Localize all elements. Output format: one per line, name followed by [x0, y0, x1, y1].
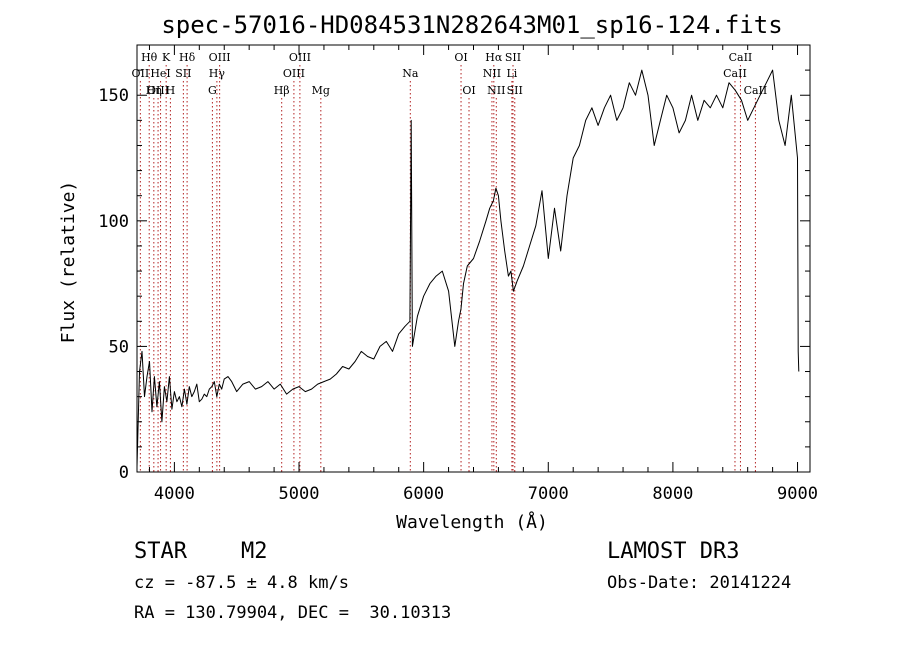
spectrum-series — [136, 69, 800, 468]
spectral-line-label: CaII — [723, 67, 747, 80]
spectral-line-label: HeI — [150, 67, 170, 80]
y-tick-label: 100 — [98, 212, 129, 232]
spectral-line-label: Hα — [485, 51, 503, 64]
y-tick-label: 50 — [109, 337, 129, 357]
spectral-line-label: CaII — [744, 84, 768, 97]
spectral-line-label: Hθ — [141, 51, 158, 64]
spectral-line-label: SII — [505, 51, 521, 64]
x-axis-label: Wavelength (Å) — [396, 511, 548, 533]
x-tick-label: 8000 — [652, 484, 693, 504]
spectral-line-label: NII — [487, 84, 505, 97]
spectral-line-label: CaII — [729, 51, 753, 64]
spectral-line-label: NII — [483, 67, 501, 80]
chart-title: spec-57016-HD084531N282643M01_sp16-124.f… — [161, 11, 782, 39]
object-subclass: M2 — [241, 539, 268, 564]
x-tick-label: 7000 — [528, 484, 569, 504]
spectral-line-label: OIII — [147, 84, 169, 97]
spectral-line-label: SII — [175, 67, 191, 80]
y-tick-label: 150 — [98, 86, 129, 106]
x-tick-label: 6000 — [403, 484, 444, 504]
observation-date: Obs-Date: 20141224 — [607, 573, 792, 593]
spectral-line-label: Na — [402, 67, 419, 80]
spectral-line-markers: Hθ OII OIII K HeI Hη SII H Hδ OIII Hγ G Hβ OIII OIII Mg… — [132, 51, 768, 472]
axes: 4000 5000 6000 7000 8000 9000 0 50 100 150 — [98, 44, 818, 504]
spectral-line-label: OIII — [209, 51, 231, 64]
spectrum-line — [136, 69, 800, 468]
spectral-line-label: G — [208, 84, 217, 97]
spectral-line-label: OI — [454, 51, 467, 64]
spectral-line-label: Li — [506, 67, 517, 80]
spectral-line-label: Hη — [146, 84, 162, 97]
x-tick-label: 5000 — [279, 484, 320, 504]
y-axis-label: Flux (relative) — [58, 181, 79, 344]
x-tick-label: 4000 — [154, 484, 195, 504]
survey-name: LAMOST DR3 — [607, 539, 740, 564]
object-class: STAR — [134, 539, 187, 564]
spectral-line-label: Hβ — [274, 84, 290, 97]
spectral-line-label: Mg — [312, 84, 330, 97]
ra-dec: RA = 130.79904, DEC = 30.10313 — [134, 603, 452, 623]
spectral-line-label: H — [166, 84, 176, 97]
spectral-line-label: Hδ — [179, 51, 196, 64]
spectral-line-label: Hγ — [209, 67, 226, 80]
redshift-cz: cz = -87.5 ± 4.8 km/s — [134, 573, 349, 593]
spectral-line-label: SII — [507, 84, 523, 97]
spectral-line-label: K — [162, 51, 171, 64]
spectral-line-label: OIII — [283, 67, 305, 80]
x-tick-label: 9000 — [777, 484, 818, 504]
spectral-line-label: OI — [462, 84, 475, 97]
y-tick-label: 0 — [119, 463, 129, 483]
spectral-line-label: OIII — [289, 51, 311, 64]
spectral-line-label: OII — [132, 67, 150, 80]
